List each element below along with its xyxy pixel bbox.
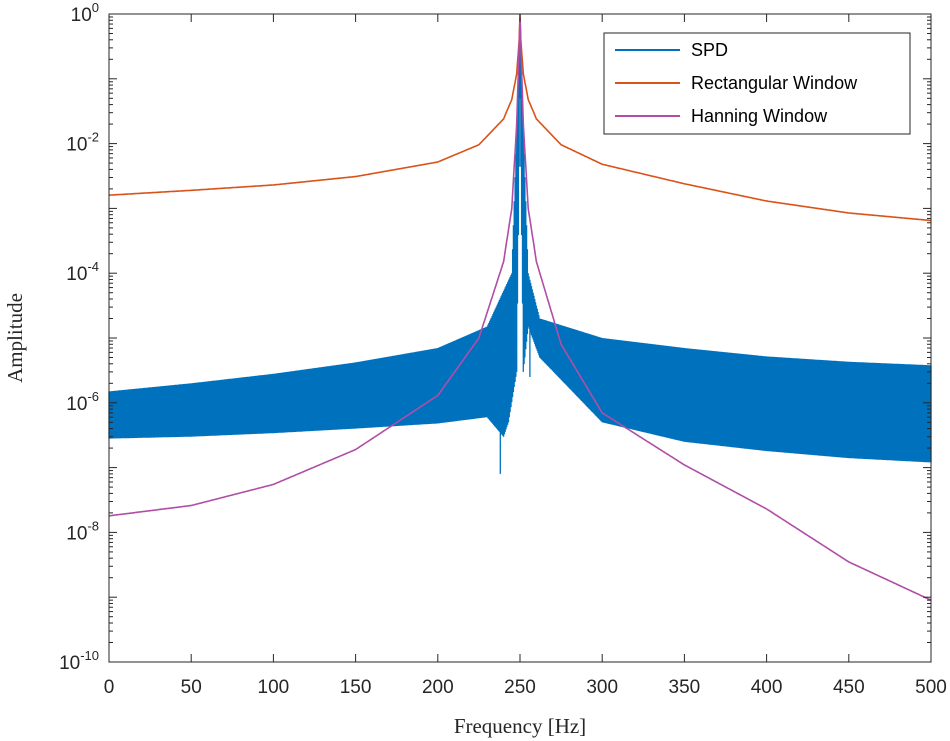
y-tick-base: 10 [71,5,92,26]
y-tick-label: 10-2 [66,130,99,156]
x-tick-label: 450 [833,677,865,698]
legend-entry-spd: SPD [615,40,728,60]
y-tick-base: 10 [66,264,87,285]
y-tick-exponent: -2 [87,130,99,145]
legend-label: Hanning Window [691,106,828,126]
y-tick-label: 10-6 [66,389,99,415]
legend-label: Rectangular Window [691,73,858,93]
x-tick-label: 200 [422,677,454,698]
x-tick-label: 500 [915,677,947,698]
y-tick-exponent: -8 [87,518,99,533]
legend-entry-hanning-window: Hanning Window [615,106,828,126]
x-tick-label: 50 [181,677,202,698]
y-tick-exponent: -10 [80,648,99,663]
y-tick-base: 10 [66,394,87,415]
x-tick-label: 250 [504,677,536,698]
legend: SPD Rectangular Window Hanning Window [603,32,911,135]
y-tick-exponent: -4 [87,259,99,274]
y-tick-base: 10 [66,523,87,544]
x-tick-label: 100 [258,677,290,698]
x-tick-labels: 0 50 100 150 200 250 300 350 400 450 500 [104,677,947,698]
tick-marks [108,13,932,663]
y-axis-label: Amplitude [3,293,27,383]
legend-entry-rectangular-window: Rectangular Window [615,73,858,93]
x-tick-label: 150 [340,677,372,698]
y-tick-exponent: 0 [92,0,99,15]
y-tick-base: 10 [66,135,87,156]
legend-label: SPD [691,40,728,60]
y-tick-base: 10 [59,653,80,674]
y-tick-label: 10-8 [66,518,99,544]
x-tick-label: 350 [669,677,701,698]
y-tick-label: 10-10 [59,648,99,674]
plot-frame [108,13,932,663]
x-axis-label: Frequency [Hz] [454,714,586,738]
y-tick-exponent: -6 [87,389,99,404]
x-tick-label: 0 [104,677,115,698]
x-tick-label: 300 [586,677,618,698]
y-tick-label: 10-4 [66,259,99,285]
y-tick-label: 100 [71,0,99,26]
x-tick-label: 400 [751,677,783,698]
